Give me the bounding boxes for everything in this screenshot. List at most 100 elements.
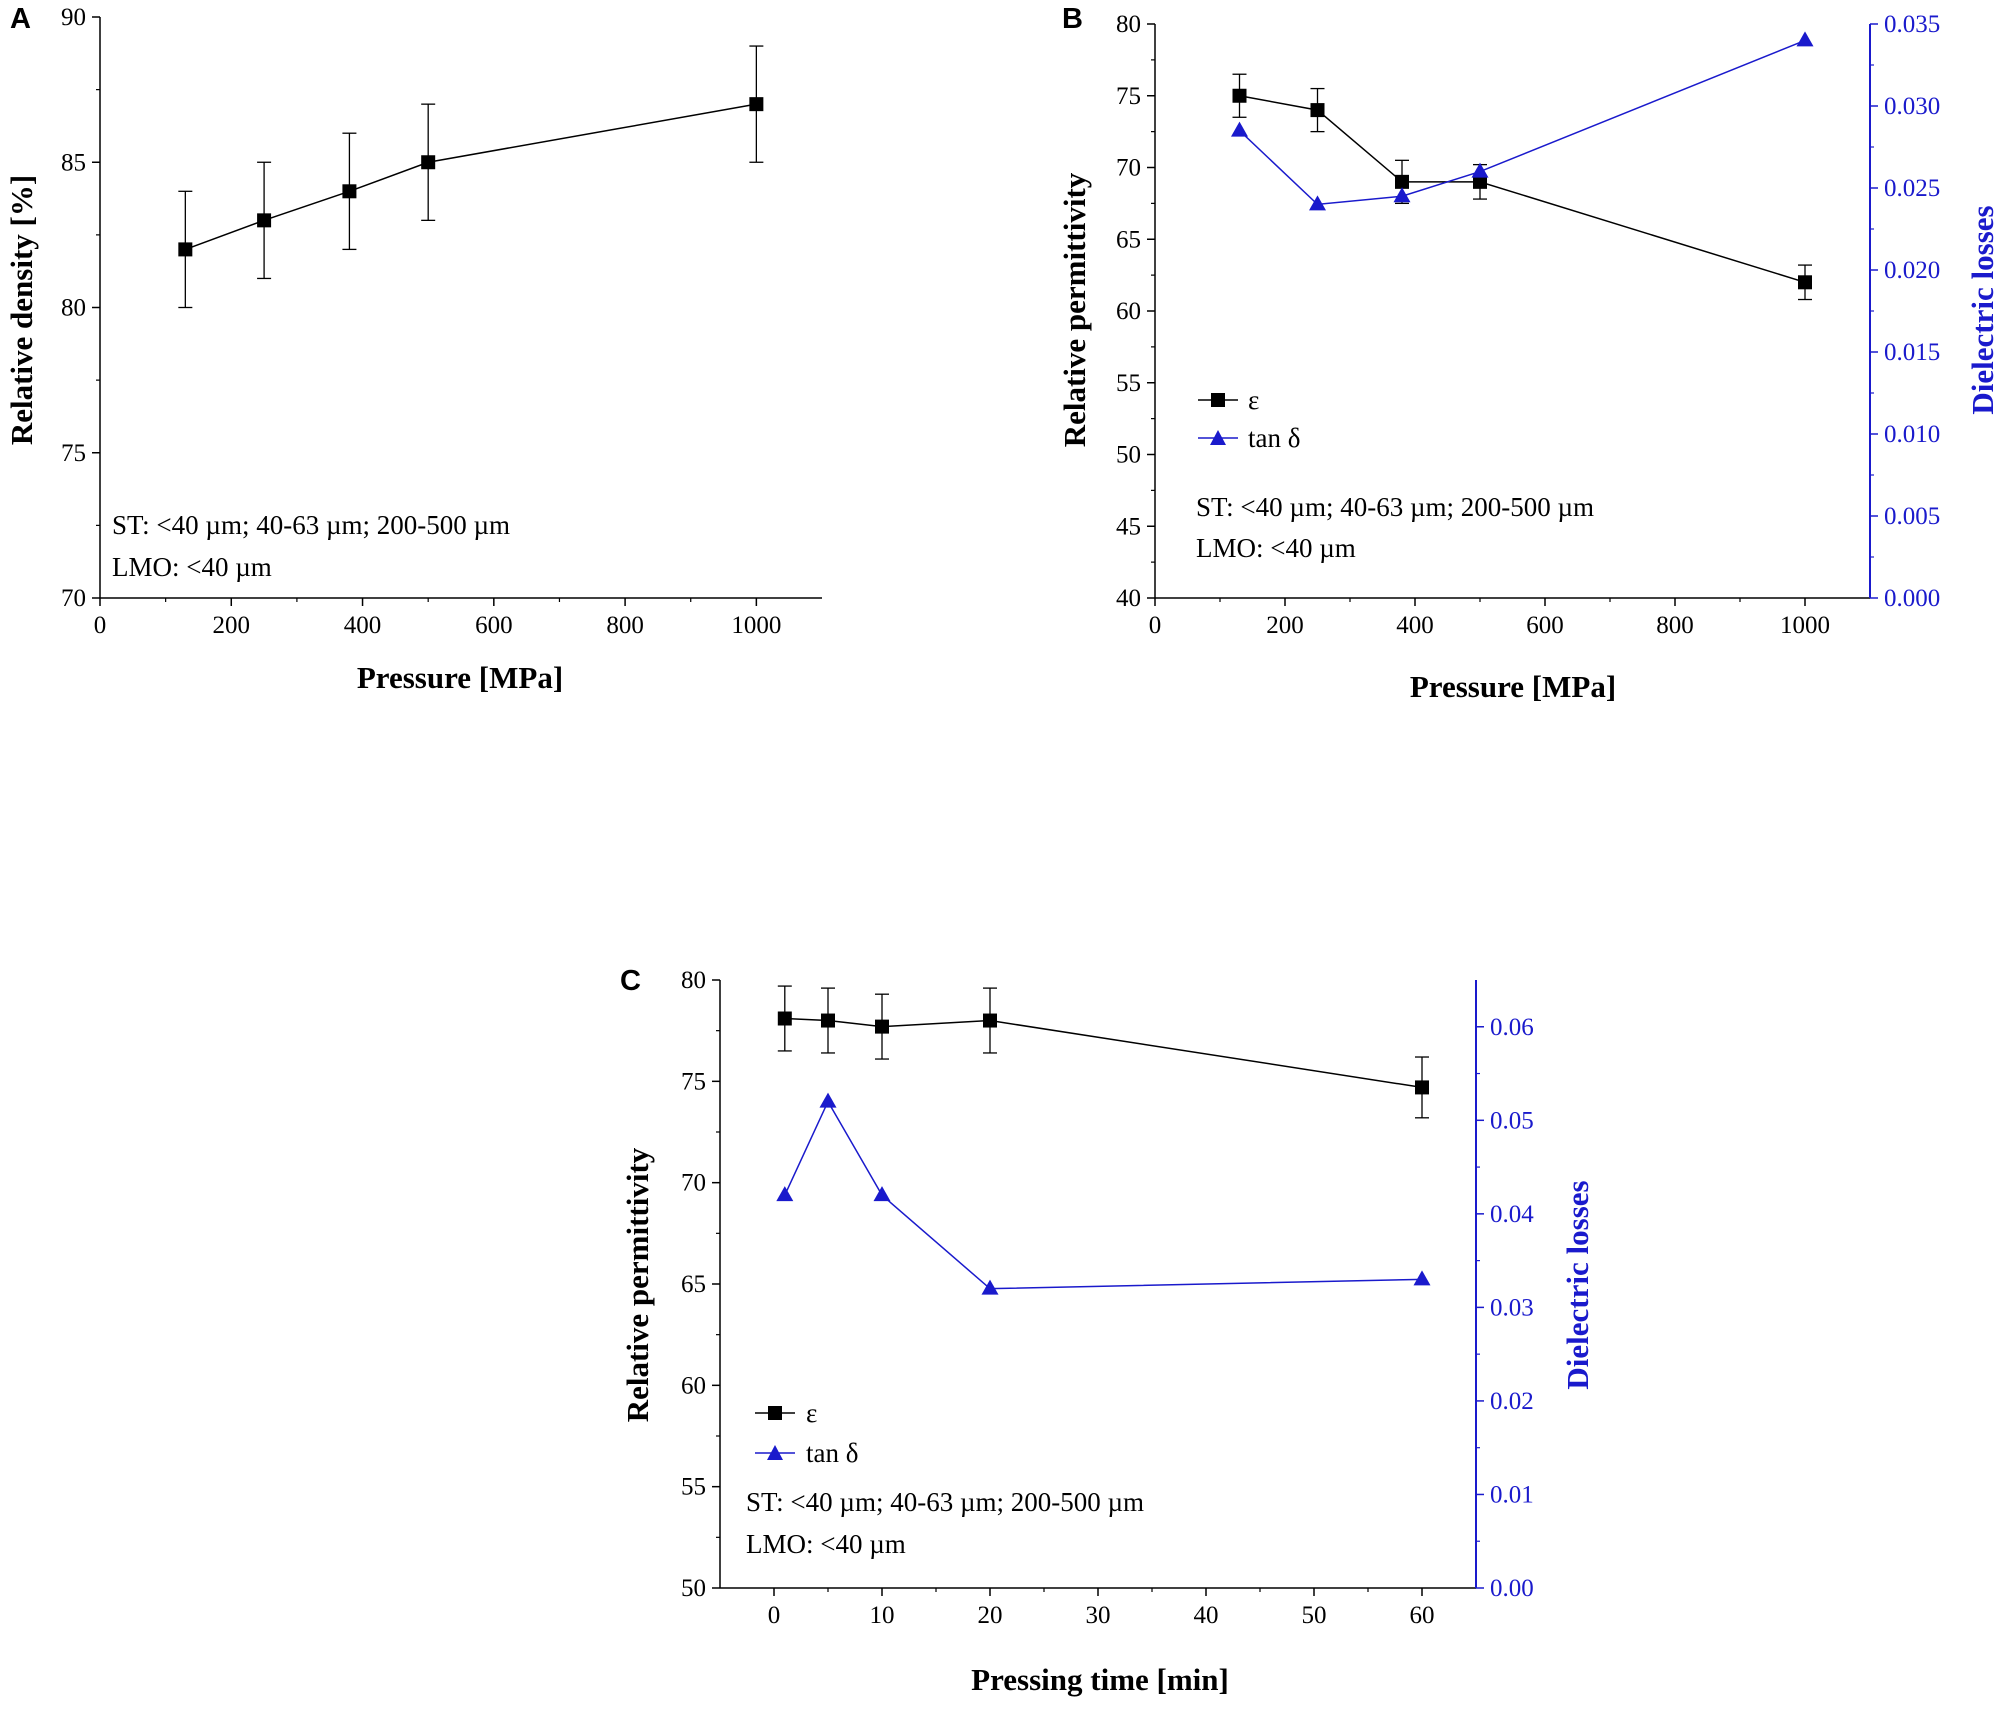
panel-b-x-tick-label: 0 <box>1149 612 1162 639</box>
panel-b-data-point-tan-delta <box>1796 31 1814 47</box>
panel-c-x-tick-label: 60 <box>1410 1602 1435 1629</box>
panel-a-axes: 0 200 400 600 800 1000 70 75 80 85 90 <box>61 4 822 639</box>
panel-c-axes: 0 10 20 30 40 50 60 50 55 60 65 70 75 80 0.00 0.01 0.02 0… <box>681 967 1534 1629</box>
panel-b-data-point-tan-delta <box>1393 187 1411 203</box>
panel-b-x-tick-label: 1000 <box>1780 612 1830 639</box>
panel-a-x-tick-label: 200 <box>213 612 251 639</box>
panel-b-annotation-st: ST: <40 µm; 40-63 µm; 200-500 µm <box>1196 492 1594 522</box>
legend-label-epsilon: ε <box>1248 385 1259 415</box>
panel-c-data-point-tan-delta <box>819 1092 837 1108</box>
panel-b-marks <box>1231 31 1814 301</box>
legend-label-tan-delta: tan δ <box>1248 423 1300 453</box>
panel-c-y-tick-label: 75 <box>681 1068 706 1095</box>
panel-a-x-tick-label: 1000 <box>731 612 781 639</box>
panel-a-x-tick-label: 0 <box>94 612 107 639</box>
legend-marker-triangle <box>767 1445 783 1460</box>
panel-a-y-tick-label: 90 <box>61 4 86 31</box>
panel-b-y2-tick-label: 0.020 <box>1884 257 1940 284</box>
panel-b-y2-axis-label: Dielectric losses <box>1965 205 2000 414</box>
panel-b-y-tick-label: 80 <box>1116 11 1141 38</box>
panel-a-data-point-epsilon <box>421 155 436 170</box>
panel-a-data-point-epsilon <box>257 213 272 228</box>
panel-c-x-tick-label: 0 <box>768 1602 781 1629</box>
panel-a-y-tick-label: 85 <box>61 149 86 176</box>
panel-b-y-axis-label: Relative permittivity <box>1057 172 1092 447</box>
panel-a-y-axis-label: Relative density [%] <box>4 175 39 445</box>
panel-a-x-tick-label: 600 <box>475 612 513 639</box>
panel-b-y2-tick-label: 0.000 <box>1884 585 1940 612</box>
panel-b-data-point-tan-delta <box>1471 162 1489 178</box>
panel-b: B 0 200 400 600 800 1000 40 45 50 55 60 65 70 75 80 0.0… <box>1057 3 2000 704</box>
panel-b-series-line-tan-delta <box>1238 39 1806 206</box>
panel-b-series-line-epsilon <box>1239 95 1806 284</box>
panel-c-data-point-epsilon <box>777 1011 792 1026</box>
panel-c-x-tick-label: 40 <box>1194 1602 1219 1629</box>
panel-b-x-tick-label: 800 <box>1656 612 1694 639</box>
panel-c-data-point-epsilon <box>821 1013 835 1028</box>
panel-c-x-tick-label: 50 <box>1302 1602 1327 1629</box>
panel-b-y2-tick-label: 0.005 <box>1884 503 1940 530</box>
legend-label-epsilon: ε <box>806 1398 817 1428</box>
panel-c-y2-axis-label: Dielectric losses <box>1560 1180 1595 1389</box>
panel-c-x-tick-label: 30 <box>1086 1602 1111 1629</box>
panel-c-data-point-epsilon <box>875 1019 889 1034</box>
panel-b-data-point-epsilon <box>1798 275 1812 290</box>
panel-b-data-point-epsilon <box>1473 174 1487 189</box>
panel-a-annotation-lmo: LMO: <40 µm <box>112 552 272 582</box>
panel-a-x-tick-label: 800 <box>606 612 644 639</box>
panel-c-y2-tick-label: 0.03 <box>1490 1294 1534 1321</box>
panel-a-series-line-epsilon <box>185 103 757 251</box>
panel-c-x-tick-label: 10 <box>870 1602 895 1629</box>
panel-b-data-point-tan-delta <box>1231 121 1248 137</box>
panel-b-data-point-epsilon <box>1310 103 1325 118</box>
legend-label-tan-delta: tan δ <box>806 1438 858 1468</box>
panel-c-annotation-lmo: LMO: <40 µm <box>746 1529 906 1559</box>
panel-c-x-axis-label: Pressing time [min] <box>971 1662 1229 1697</box>
panel-b-y2-tick-label: 0.035 <box>1884 11 1940 38</box>
panel-b-axes: 0 200 400 600 800 1000 40 45 50 55 60 65 70 75 80 0.000… <box>1116 11 1940 639</box>
legend-marker-triangle <box>1210 430 1226 445</box>
panel-a-data-point-epsilon <box>342 184 357 199</box>
panel-b-y-tick-label: 40 <box>1116 585 1141 612</box>
panel-c-data-point-epsilon <box>1415 1080 1429 1095</box>
legend-marker-square <box>1211 393 1225 407</box>
panel-b-y-tick-label: 65 <box>1116 226 1141 253</box>
panel-c-data-point-tan-delta <box>776 1186 794 1202</box>
panel-c-y2-tick-label: 0.06 <box>1490 1014 1534 1041</box>
panel-a-y-tick-label: 80 <box>61 295 86 322</box>
panel-c-letter: C <box>620 965 641 997</box>
panel-c-y2-tick-label: 0.02 <box>1490 1388 1534 1415</box>
panel-c-annotation-st: ST: <40 µm; 40-63 µm; 200-500 µm <box>746 1487 1144 1517</box>
panel-b-data-point-epsilon <box>1395 174 1409 189</box>
panel-c-y-tick-label: 60 <box>681 1372 706 1399</box>
panel-b-y-tick-label: 75 <box>1116 83 1141 110</box>
panel-a-marks <box>178 45 764 309</box>
panel-b-x-tick-label: 200 <box>1266 612 1304 639</box>
panel-c-x-tick-label: 20 <box>978 1602 1003 1629</box>
panel-c-y-axis-label: Relative permittivity <box>620 1147 655 1422</box>
panel-a-y-tick-label: 70 <box>61 585 86 612</box>
panel-b-y-tick-label: 70 <box>1116 155 1141 182</box>
panel-a-annotation-st: ST: <40 µm; 40-63 µm; 200-500 µm <box>112 510 510 540</box>
panel-b-annotation-lmo: LMO: <40 µm <box>1196 533 1356 563</box>
panel-c-y-tick-label: 50 <box>681 1575 706 1602</box>
panel-c-y-tick-label: 65 <box>681 1271 706 1298</box>
panel-b-x-axis-label: Pressure [MPa] <box>1410 669 1616 704</box>
panel-c-data-point-tan-delta <box>873 1186 891 1202</box>
panel-b-y-tick-label: 50 <box>1116 442 1141 469</box>
legend-marker-square <box>768 1406 782 1420</box>
panel-c-y2-tick-label: 0.00 <box>1490 1575 1534 1602</box>
panel-a-y-tick-label: 75 <box>61 440 86 467</box>
panel-b-legend: ε tan δ <box>1198 385 1300 453</box>
panel-a: A 0 200 400 600 800 1000 70 75 80 85 90 Pressure [… <box>4 3 822 695</box>
panel-b-y-tick-label: 55 <box>1116 370 1141 397</box>
panel-b-data-point-epsilon <box>1232 88 1247 103</box>
panel-b-y-tick-label: 45 <box>1116 513 1141 540</box>
panel-b-y2-tick-label: 0.030 <box>1884 93 1940 120</box>
panel-b-y2-tick-label: 0.010 <box>1884 421 1940 448</box>
panel-b-letter: B <box>1062 3 1083 35</box>
panel-b-y-tick-label: 60 <box>1116 298 1141 325</box>
panel-b-x-tick-label: 600 <box>1526 612 1564 639</box>
panel-c-marks <box>776 985 1431 1295</box>
